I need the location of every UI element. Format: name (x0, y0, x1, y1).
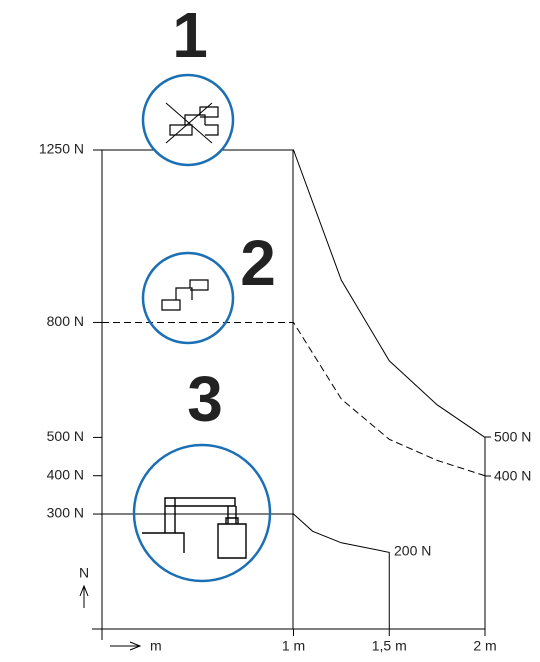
x-axis-label: m (150, 638, 162, 654)
series-line (102, 513, 390, 629)
zone-icons (132, 73, 272, 583)
zone-number: 2 (240, 227, 276, 299)
y-axis-label: N (79, 565, 89, 581)
x-arrow (110, 641, 142, 651)
y-tick-label: 500 N (47, 428, 84, 444)
zone-number: 3 (187, 363, 223, 435)
y-tick-label: 1250 N (39, 141, 84, 157)
zone-circle (141, 251, 235, 345)
series-line (102, 321, 486, 477)
icon-crane (165, 102, 219, 144)
zone-circle (132, 443, 272, 583)
icon-crane (142, 497, 247, 559)
y-arrow (79, 584, 89, 608)
y-tick-label: 300 N (47, 505, 84, 521)
series-line (102, 149, 486, 438)
annotation: 200 N (394, 543, 431, 559)
icon-crane (161, 279, 209, 311)
x-tick-label: 1,5 m (372, 638, 407, 654)
x-tick-label: 2 m (473, 638, 496, 654)
annotation: 400 N (494, 468, 531, 484)
y-tick-label: 400 N (47, 466, 84, 482)
zone-circle (141, 73, 235, 167)
zone-number: 1 (172, 0, 208, 71)
y-tick-label: 800 N (47, 313, 84, 329)
x-tick-label: 1 m (282, 638, 305, 654)
annotation: 500 N (494, 429, 531, 445)
